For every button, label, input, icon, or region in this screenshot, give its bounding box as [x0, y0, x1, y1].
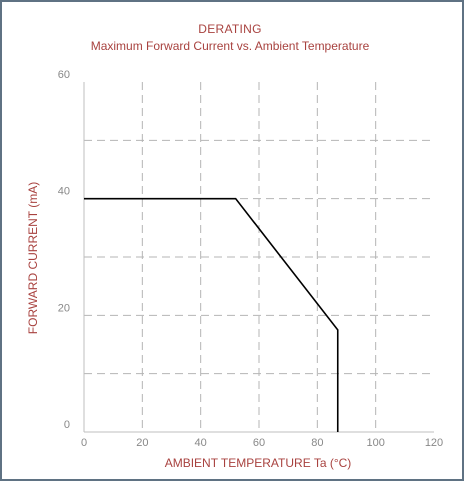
y-tick-label-0: 0 [64, 419, 70, 431]
x-tick-label-100: 100 [366, 437, 384, 449]
y-tick-label-20: 20 [58, 302, 70, 314]
chart-subtitle: Maximum Forward Current vs. Ambient Temp… [90, 39, 370, 53]
x-tick-label-20: 20 [136, 437, 148, 449]
series-line-0 [84, 197, 339, 432]
x-tick-label-80: 80 [311, 437, 323, 449]
x-tick-label-0: 0 [81, 437, 87, 449]
x-tick-label-60: 60 [253, 437, 265, 449]
y-tick-label-60: 60 [58, 69, 70, 81]
y-axis-label: FORWARD CURRENT (mA) [26, 181, 40, 335]
x-tick-label-120: 120 [425, 437, 443, 449]
chart-title: DERATING [198, 22, 262, 36]
x-axis-label: AMBIENT TEMPERATURE Ta (°C) [164, 456, 352, 470]
y-tick-label-40: 40 [58, 186, 70, 198]
x-tick-label-40: 40 [195, 437, 207, 449]
